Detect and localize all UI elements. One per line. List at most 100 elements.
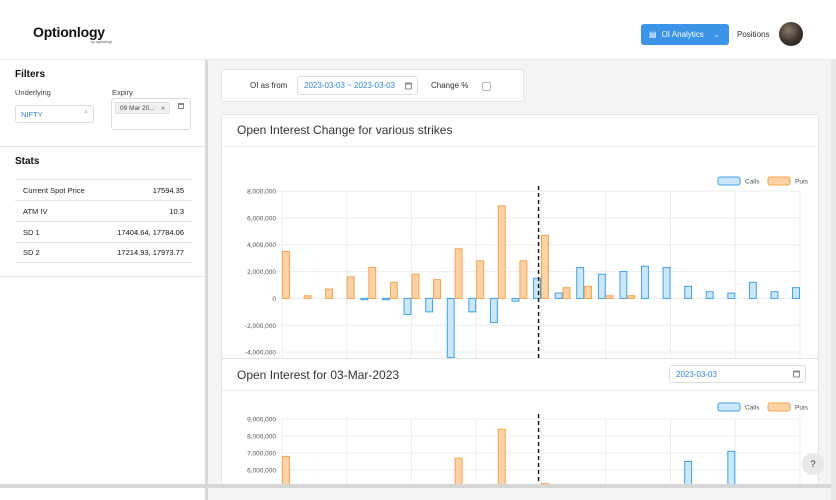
divider [222,146,818,147]
stat-row-atm-iv: ATM IV 10.3 [15,200,192,221]
date-range-picker[interactable]: 2023-03-03 ~ 2023-03-03 [297,76,418,95]
chevron-down-icon: ⌄ [713,31,720,39]
logo-subtitle: by capitalmgt [91,40,112,44]
bar-puts [282,250,290,299]
stat-label: SD 2 [23,248,40,257]
stat-value: 10.3 [169,206,184,216]
avatar[interactable] [779,22,803,46]
bar-calls [705,291,714,299]
y-tick-label: -4,000,000 [245,350,276,357]
stat-label: SD 1 [23,227,40,237]
bar-puts [411,273,420,299]
stat-label: ATM IV [23,206,48,216]
bar-calls [727,450,736,487]
vertical-scrollbar[interactable] [831,60,836,500]
positions-link[interactable]: Positions [737,30,770,39]
oi-title: Open Interest for 03-Mar-2023 [237,368,400,382]
expiry-value: 09 Mar 20... [120,104,155,112]
bar-puts [627,295,636,299]
bar-puts [325,288,334,299]
oi-date-picker[interactable]: 2023-03-03 [669,365,806,383]
change-pct-label: Change % [431,81,469,90]
oi-change-card: Open Interest Change for various strikes… [221,114,819,406]
bar-calls [446,297,455,359]
oi-card: Open Interest for 03-Mar-2023 2023-03-03… [221,358,819,488]
bar-calls [770,291,779,299]
legend-label-calls: Calls [745,179,760,186]
bar-puts [454,248,463,299]
bar-calls [684,285,693,299]
expiry-label: Expiry [112,88,133,97]
oi-analytics-label: OI Analytics [661,30,704,39]
bar-puts [605,295,614,299]
bar-puts [389,281,398,299]
bar-calls [403,297,412,316]
oi-change-title: Open Interest Change for various strikes [237,123,453,137]
oi-as-from-label: OI as from [250,81,288,90]
top-bar: Optionlogy by capitalmgt ▤ OI Analytics … [0,0,836,60]
oi-change-chart: -6,000,000-4,000,000-2,000,00002,000,000… [245,176,809,393]
stat-value: 17594.35 [152,185,184,195]
search-icon: ⌕ [84,109,88,116]
divider [0,276,206,277]
oi-analytics-button[interactable]: ▤ OI Analytics ⌄ [641,24,729,45]
bar-puts [562,287,571,299]
close-icon[interactable]: × [160,103,166,113]
expiry-select[interactable]: 09 Mar 20... × [111,98,191,130]
expiry-tag: 09 Mar 20... × [115,102,171,114]
bar-calls [597,273,606,299]
y-tick-label: -2,000,000 [245,323,276,330]
bar-puts [497,205,506,299]
bar-calls [641,265,649,299]
bar-calls [554,292,563,299]
stat-value: 17214.93, 17973.77 [117,248,184,257]
stats-title: Stats [15,156,40,167]
controls-card: OI as from 2023-03-03 ~ 2023-03-03 Chang… [221,69,524,102]
y-tick-label: 7,000,000 [247,451,276,458]
bar-calls [533,277,541,299]
stat-value: 17404.64, 17784.06 [117,227,184,237]
bar-calls [576,267,585,299]
change-pct-checkbox[interactable] [482,82,491,91]
bar-puts [519,260,528,299]
y-tick-label: 6,000,000 [247,215,276,222]
sidebar: Filters Underlying NIFTY ⌕ Expiry 09 Mar… [0,60,206,500]
bar-calls [489,297,498,324]
y-tick-label: 6,000,000 [247,468,276,475]
divider [222,390,818,391]
bar-puts [454,457,463,487]
bar-calls [468,297,477,313]
bar-puts [282,455,290,487]
underlying-value: NIFTY [21,110,43,119]
y-tick-label: 9,000,000 [247,417,276,424]
calendar-icon [405,82,412,89]
bar-calls [684,461,693,487]
logo[interactable]: Optionlogy [33,24,105,40]
bar-puts [497,428,506,487]
help-button[interactable]: ? [802,453,824,475]
bar-calls [360,297,369,301]
legend-swatch-puts [767,402,791,412]
bar-calls [511,297,520,302]
legend-label-puts: Puts [795,405,809,412]
oi-chart: 5,000,0006,000,0007,000,0008,000,0009,00… [247,402,809,487]
bar-puts [368,267,377,299]
bar-puts [541,234,549,299]
divider [0,146,206,147]
main-content: OI as from 2023-03-03 ~ 2023-03-03 Chang… [208,60,836,500]
bar-puts [303,295,312,299]
bar-calls [425,297,434,313]
horizontal-scrollbar[interactable] [0,484,831,488]
legend-swatch-puts [767,176,791,186]
y-tick-label: 4,000,000 [247,242,276,249]
underlying-select[interactable]: NIFTY ⌕ [15,105,94,123]
bar-calls [792,287,800,299]
stat-row-sd1: SD 1 17404.64, 17784.06 [15,221,192,242]
bar-puts [476,260,485,299]
stat-row-sd2: SD 2 17214.93, 17973.77 [15,242,192,263]
date-range-value: 2023-03-03 ~ 2023-03-03 [304,81,395,90]
sidebar-resize-handle[interactable] [205,60,208,500]
stat-row-spot: Current Spot Price 17594.35 [15,179,192,200]
y-tick-label: 2,000,000 [247,269,276,276]
legend-swatch-calls [717,176,741,186]
